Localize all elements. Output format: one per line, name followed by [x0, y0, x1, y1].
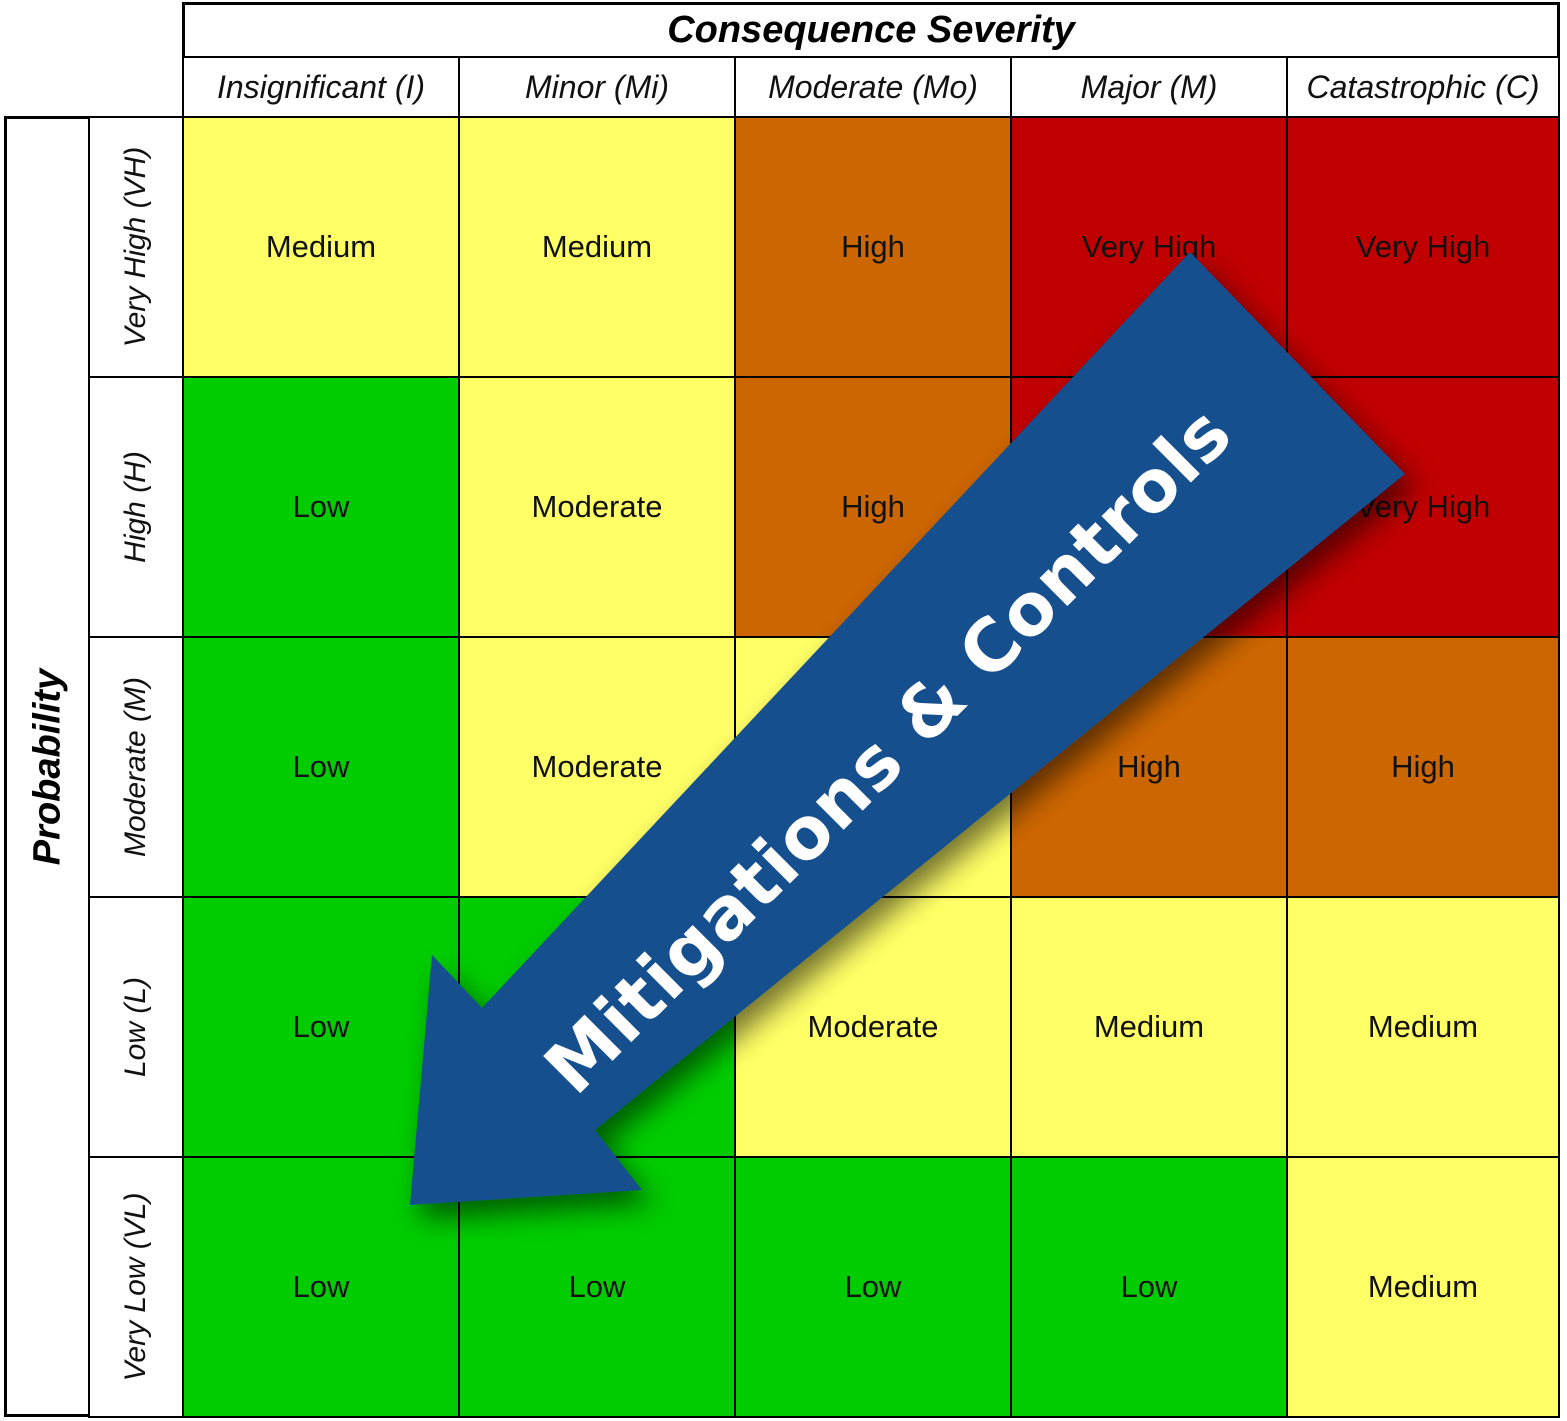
row-header-very-low: Very Low (VL)	[88, 1156, 184, 1418]
consequence-severity-title: Consequence Severity	[182, 2, 1560, 58]
risk-cell: Very High	[1286, 116, 1560, 378]
risk-cell: High	[734, 376, 1012, 638]
risk-cell: High	[1286, 636, 1560, 898]
risk-cell: Medium	[1286, 1156, 1560, 1418]
column-header-major: Major (M)	[1010, 56, 1288, 118]
row-label: Very High (VH)	[119, 146, 152, 348]
probability-title: Probability	[26, 668, 68, 865]
risk-cell: Very High	[1286, 376, 1560, 638]
risk-cell: Medium	[458, 116, 736, 378]
row-label: Moderate (M)	[119, 676, 152, 858]
row-header-high: High (H)	[88, 376, 184, 638]
risk-cell: Moderate	[734, 896, 1012, 1158]
row-header-moderate: Moderate (M)	[88, 636, 184, 898]
risk-cell: Low	[182, 376, 460, 638]
risk-cell: Low	[182, 1156, 460, 1418]
risk-cell: Moderate	[458, 636, 736, 898]
risk-cell: Moderate	[458, 376, 736, 638]
row-label: High (H)	[119, 451, 152, 563]
risk-cell: Low	[182, 896, 460, 1158]
row-header-low: Low (L)	[88, 896, 184, 1158]
risk-cell: Very High	[1010, 116, 1288, 378]
column-header-minor: Minor (Mi)	[458, 56, 736, 118]
column-header-catastrophic: Catastrophic (C)	[1286, 56, 1560, 118]
risk-cell: High	[734, 116, 1012, 378]
risk-cell: Medium	[1010, 896, 1288, 1158]
row-label: Very Low (VL)	[119, 1192, 152, 1382]
row-header-very-high: Very High (VH)	[88, 116, 184, 378]
row-label: Low (L)	[119, 976, 152, 1078]
risk-cell: Low	[458, 1156, 736, 1418]
risk-cell: Low	[734, 1156, 1012, 1418]
risk-cell: Low	[1010, 1156, 1288, 1418]
probability-axis: Probability	[4, 116, 90, 1417]
risk-cell: High	[1010, 636, 1288, 898]
column-header-insignificant: Insignificant (I)	[182, 56, 460, 118]
risk-cell: Low	[182, 636, 460, 898]
column-header-moderate: Moderate (Mo)	[734, 56, 1012, 118]
risk-cell: Medium	[182, 116, 460, 378]
risk-cell: Medium	[1286, 896, 1560, 1158]
